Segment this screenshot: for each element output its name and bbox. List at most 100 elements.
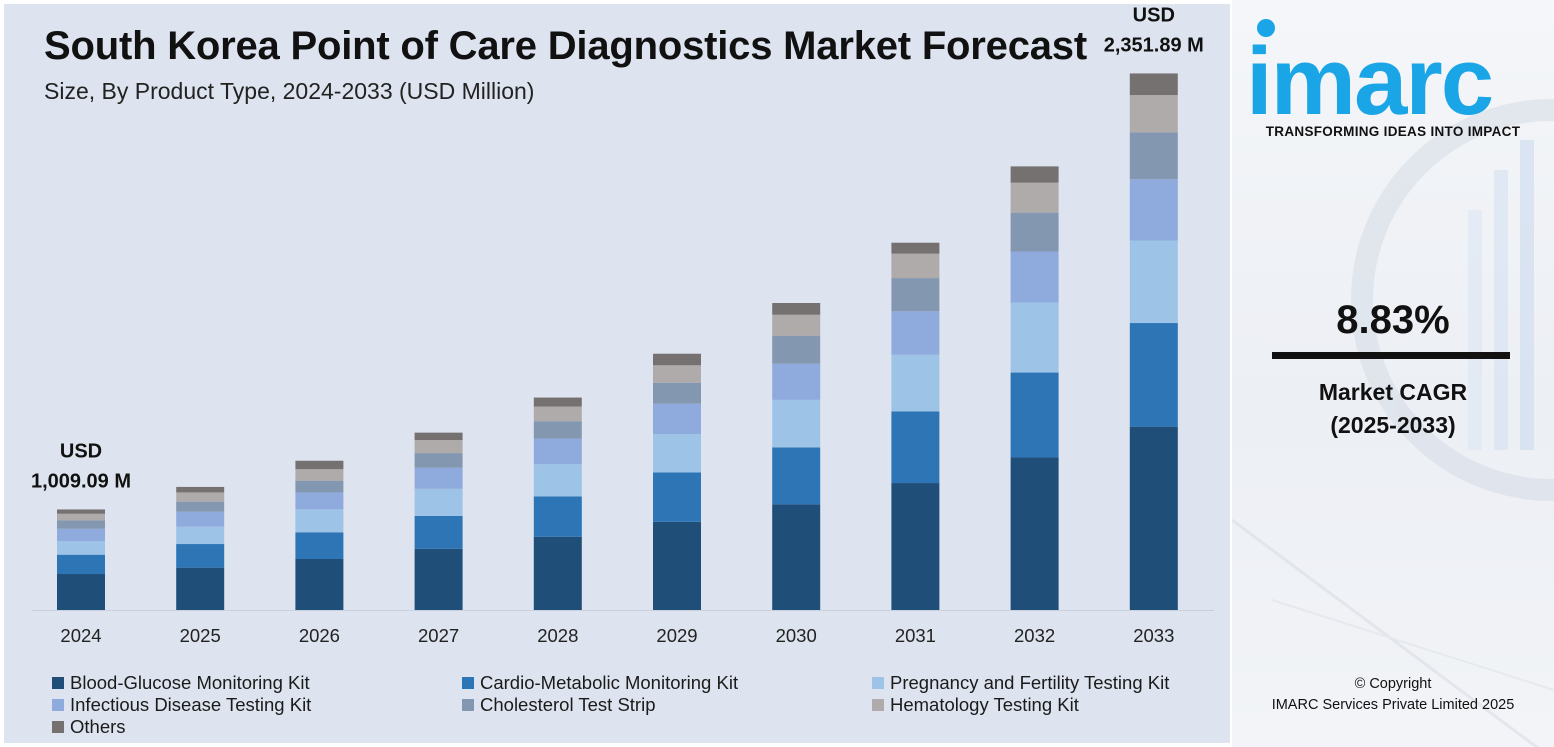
legend-item: Blood-Glucose Monitoring Kit — [52, 672, 310, 694]
bar-segment-2026-0 — [295, 558, 344, 610]
bar-segment-2029-6 — [653, 353, 701, 366]
decorative-background-graphic — [1232, 99, 1554, 747]
bar-segment-2032-0 — [1010, 457, 1059, 610]
bar-segment-2031-4 — [891, 278, 940, 312]
chart-subtitle: Size, By Product Type, 2024-2033 (USD Mi… — [44, 78, 535, 104]
bar-segment-2029-0 — [653, 521, 701, 610]
bar-segment-2032-1 — [1010, 372, 1059, 458]
bar-segment-2028-3 — [533, 438, 582, 465]
legend-item: Cardio-Metabolic Monitoring Kit — [462, 672, 738, 694]
cagr-value: 8.83% — [1336, 298, 1450, 342]
legend-item: Cholesterol Test Strip — [462, 694, 656, 716]
legend-swatch — [872, 699, 884, 711]
bar-segment-2032-4 — [1010, 212, 1059, 252]
bar-segment-2033-0 — [1129, 426, 1178, 610]
legend-label: Cholesterol Test Strip — [480, 694, 656, 715]
bar-segment-2031-6 — [891, 242, 940, 254]
bar-segment-2026-6 — [295, 460, 344, 470]
bar-segment-2026-3 — [295, 492, 344, 510]
logo-wordmark: imarc — [1246, 28, 1492, 122]
legend-label: Hematology Testing Kit — [890, 694, 1079, 715]
bar-segment-2030-1 — [772, 447, 821, 505]
x-tick-label: 2033 — [1133, 625, 1174, 646]
bar-segment-2026-4 — [295, 480, 344, 493]
bar-segment-2024-2 — [57, 541, 105, 555]
bar-segment-2029-5 — [653, 365, 701, 383]
x-tick-label: 2026 — [299, 625, 340, 646]
x-tick-label: 2028 — [537, 625, 578, 646]
chart-legend: Blood-Glucose Monitoring Kit Cardio-Metab… — [52, 672, 1212, 740]
bar-segment-2031-5 — [891, 253, 940, 279]
bar-segment-2024-3 — [57, 528, 105, 542]
stacked-bar-chart: 2024 2025 2026 2027 2028 2029 2030 2031 2032 2033… — [31, 4, 1214, 646]
bar-segment-2029-1 — [653, 472, 701, 522]
bar-segment-2027-6 — [414, 432, 463, 441]
bar-segment-2028-4 — [533, 421, 582, 439]
bar-segment-2032-6 — [1010, 166, 1059, 183]
bar-segment-2025-4 — [176, 501, 225, 512]
bar-segment-2025-3 — [176, 511, 225, 527]
bar-segment-2032-5 — [1010, 182, 1059, 213]
bar-segment-2029-2 — [653, 434, 701, 473]
bar-segment-2024-1 — [57, 554, 105, 575]
legend-item: Pregnancy and Fertility Testing Kit — [872, 672, 1169, 694]
legend-swatch — [52, 699, 64, 711]
bar-segment-2029-3 — [653, 403, 701, 435]
bar-segment-2031-3 — [891, 311, 940, 355]
bar-segment-2030-0 — [772, 504, 821, 610]
bar-segment-2030-6 — [772, 303, 821, 315]
bar-segment-2033-1 — [1129, 323, 1178, 427]
bar-segment-2026-2 — [295, 509, 344, 533]
cagr-divider — [1272, 352, 1510, 359]
bar-segment-2024-5 — [57, 513, 105, 521]
bar-segment-2031-0 — [891, 483, 940, 610]
bar-segment-2033-5 — [1129, 95, 1178, 133]
legend-swatch — [462, 699, 474, 711]
bar-segment-2026-1 — [295, 532, 344, 559]
bar-segment-2032-2 — [1010, 302, 1059, 373]
bar-segment-2028-2 — [533, 464, 582, 497]
x-tick-label: 2025 — [180, 625, 221, 646]
annotation-currency: USD — [1133, 4, 1175, 26]
cagr-label-line1: Market CAGR — [1318, 379, 1468, 405]
legend-swatch — [872, 677, 884, 689]
bar-segment-2033-2 — [1129, 240, 1178, 324]
bar-segment-2024-0 — [57, 574, 105, 610]
bar-segment-2027-5 — [414, 440, 463, 454]
bar-segment-2024-4 — [57, 520, 105, 529]
bar-segment-2030-4 — [772, 335, 821, 364]
bar-segment-2031-1 — [891, 411, 940, 484]
bar-segment-2030-2 — [772, 399, 821, 448]
bar-segment-2025-6 — [176, 486, 225, 493]
annotation-value: 1,009.09 M — [31, 470, 131, 492]
bar-segment-2025-0 — [176, 567, 225, 610]
bar-segment-2028-0 — [533, 536, 582, 610]
bar-segment-2025-5 — [176, 492, 225, 502]
legend-label: Blood-Glucose Monitoring Kit — [70, 672, 310, 693]
bar-segment-2030-5 — [772, 314, 821, 336]
bar-segment-2032-3 — [1010, 251, 1059, 303]
x-tick-label: 2032 — [1014, 625, 1055, 646]
x-tick-label: 2024 — [60, 625, 101, 646]
bar-segment-2027-3 — [414, 467, 463, 489]
bar-segment-2025-1 — [176, 544, 225, 568]
annotation-currency: USD — [60, 440, 102, 462]
legend-swatch — [52, 721, 64, 733]
bar-segment-2027-4 — [414, 453, 463, 468]
bar-segment-2033-3 — [1129, 179, 1178, 241]
legend-item: Others — [52, 716, 126, 738]
side-panel: imarc TRANSFORMING IDEAS INTO IMPACT 8.8… — [1232, 0, 1554, 747]
imarc-logo: imarc — [1246, 19, 1494, 122]
bar-segment-2025-2 — [176, 526, 225, 545]
legend-label: Others — [70, 716, 126, 737]
bar-segment-2028-1 — [533, 496, 582, 537]
copyright-company: IMARC Services Private Limited 2025 — [1271, 697, 1515, 713]
logo-tagline: TRANSFORMING IDEAS INTO IMPACT — [1265, 124, 1521, 139]
legend-swatch — [52, 677, 64, 689]
x-tick-label: 2029 — [656, 625, 697, 646]
bar-segment-2030-3 — [772, 363, 821, 400]
x-tick-label: 2031 — [895, 625, 936, 646]
bar-segment-2031-2 — [891, 354, 940, 412]
legend-label: Infectious Disease Testing Kit — [70, 694, 312, 715]
bar-segment-2026-5 — [295, 469, 344, 481]
